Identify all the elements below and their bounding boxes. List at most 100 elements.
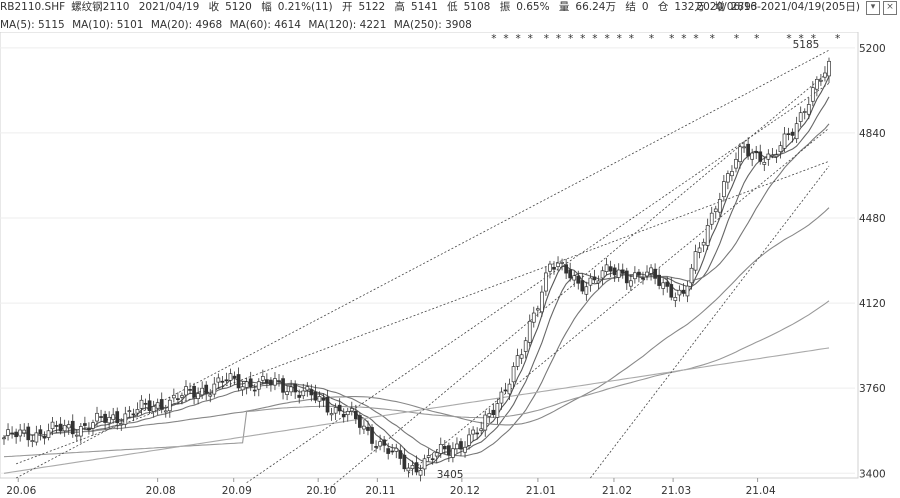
candle-body bbox=[22, 429, 27, 434]
candle-body bbox=[172, 394, 176, 399]
price-chart[interactable]: 3400 3760 4120 4480 4840 5200 20.06 20.08 20.09… bbox=[0, 32, 900, 498]
candle-body bbox=[596, 280, 601, 284]
candle-body bbox=[192, 385, 196, 398]
candle-body bbox=[426, 455, 431, 458]
candle-body bbox=[58, 423, 63, 432]
candle-body bbox=[260, 376, 265, 381]
candle-body bbox=[26, 426, 31, 441]
x-tick-label: 21.01 bbox=[526, 485, 556, 497]
candle-body bbox=[78, 426, 83, 437]
signal-star: * bbox=[734, 33, 739, 45]
low-annotation: 3405 bbox=[437, 469, 464, 481]
candle-body bbox=[540, 291, 544, 313]
x-tick-label: 20.11 bbox=[365, 485, 395, 497]
candle-body bbox=[119, 423, 124, 426]
volume-value: 66.24万 bbox=[575, 1, 616, 13]
candle-body bbox=[83, 423, 87, 426]
candle-body bbox=[722, 181, 726, 198]
candle-body bbox=[285, 391, 289, 395]
candle-body bbox=[151, 406, 156, 412]
close-label: 收 bbox=[208, 1, 220, 13]
signal-star: * bbox=[710, 33, 715, 45]
ma120-label: MA(120): 4221 bbox=[308, 19, 387, 31]
candle-body bbox=[531, 312, 536, 323]
candle-body bbox=[827, 60, 831, 77]
high-value: 5141 bbox=[411, 1, 438, 13]
symbol: RB2110.SHF bbox=[0, 1, 66, 13]
candle-body bbox=[386, 448, 391, 454]
candle-body bbox=[374, 446, 378, 448]
candle-body bbox=[87, 428, 91, 430]
y-tick-label: 3400 bbox=[859, 468, 886, 480]
settle-value: 0 bbox=[641, 1, 649, 13]
candle-body bbox=[515, 355, 520, 367]
candle-body bbox=[641, 277, 645, 280]
candle-body bbox=[527, 320, 532, 343]
y-tick-label: 4840 bbox=[859, 128, 886, 140]
signal-star: * bbox=[754, 33, 759, 45]
ma60-line bbox=[3, 207, 830, 439]
candle-body bbox=[14, 431, 18, 438]
candle-body bbox=[455, 443, 459, 450]
x-tick-label: 20.09 bbox=[222, 485, 252, 497]
settings-icon[interactable]: ▾ bbox=[866, 1, 880, 15]
trend-line bbox=[408, 127, 830, 474]
amp-label: 振 bbox=[499, 1, 511, 13]
candle-body bbox=[730, 171, 734, 177]
candle-body bbox=[819, 79, 823, 82]
candle-body bbox=[159, 399, 164, 410]
candle-body bbox=[127, 410, 132, 413]
close-icon[interactable]: × bbox=[883, 1, 897, 15]
candle-body bbox=[236, 374, 241, 389]
oi-value: 132万 bbox=[674, 1, 705, 13]
y-tick-label: 3760 bbox=[859, 383, 886, 395]
candle-body bbox=[786, 133, 791, 136]
candle-body bbox=[184, 386, 188, 396]
candle-body bbox=[447, 445, 451, 456]
y-tick-label: 4120 bbox=[859, 298, 886, 310]
candle-body bbox=[782, 133, 787, 149]
candle-body bbox=[463, 446, 467, 453]
y-tick-label: 5200 bbox=[859, 43, 886, 55]
candle-body bbox=[54, 425, 59, 427]
candle-body bbox=[123, 413, 128, 425]
candle-body bbox=[62, 424, 67, 432]
candle-body bbox=[568, 269, 573, 279]
candle-body bbox=[167, 399, 172, 412]
candle-body bbox=[74, 434, 79, 437]
candle-body bbox=[370, 427, 374, 444]
candle-body bbox=[99, 416, 103, 418]
candle-body bbox=[329, 413, 334, 416]
candle-body bbox=[240, 386, 245, 391]
candle-body bbox=[366, 426, 370, 431]
signal-star: * bbox=[681, 33, 686, 45]
candle-body bbox=[794, 123, 799, 140]
extra-value: 2893 bbox=[730, 1, 758, 13]
open-value: 5122 bbox=[358, 1, 386, 13]
candle-body bbox=[713, 208, 718, 213]
candle-body bbox=[46, 430, 51, 438]
candle-body bbox=[483, 414, 488, 431]
candle-body bbox=[91, 422, 95, 429]
candle-body bbox=[244, 381, 249, 388]
candle-body bbox=[321, 397, 326, 401]
candle-body bbox=[762, 161, 767, 165]
candle-body bbox=[196, 393, 200, 399]
amp-value: 0.65% bbox=[516, 1, 550, 13]
signal-star: * bbox=[604, 33, 609, 45]
candle-body bbox=[681, 289, 686, 294]
signal-star: * bbox=[629, 33, 634, 45]
ma250-label: MA(250): 3908 bbox=[393, 19, 472, 31]
candle-body bbox=[248, 378, 253, 388]
signal-star: * bbox=[669, 33, 674, 45]
signal-star: * bbox=[592, 33, 597, 45]
candle-body bbox=[208, 394, 213, 397]
candle-body bbox=[750, 152, 755, 160]
y-axis: 3400 3760 4120 4480 4840 5200 bbox=[859, 43, 886, 480]
candle-body bbox=[188, 389, 192, 391]
candle-body bbox=[544, 272, 548, 292]
candle-body bbox=[548, 263, 552, 272]
candle-body bbox=[309, 389, 314, 396]
candle-body bbox=[701, 241, 706, 246]
candle-body bbox=[519, 354, 524, 359]
